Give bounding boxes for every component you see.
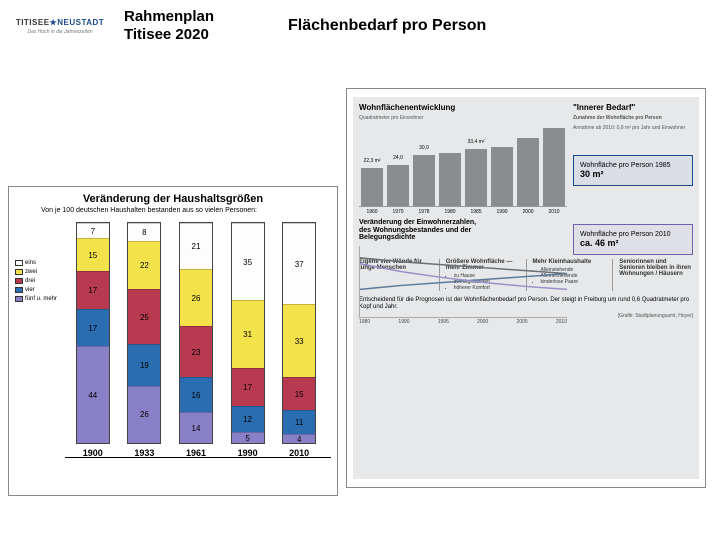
bar-segment: 26: [180, 269, 212, 326]
logo: TITISEE★NEUSTADT Das Hoch in die Jahresz…: [10, 6, 110, 46]
chart1-title: Veränderung der Haushaltsgrößen: [15, 193, 331, 205]
header-bar: TITISEE★NEUSTADT Das Hoch in die Jahresz…: [0, 0, 720, 52]
floorspace-panel: Wohnflächenentwicklung Quadratmeter pro …: [346, 88, 706, 488]
chart3-title: Veränderung der Einwohnerzahlen, des Woh…: [359, 219, 567, 242]
small-bar: 22,3 m²: [361, 168, 383, 206]
page-subtitle: Flächenbedarf pro Person: [288, 17, 486, 35]
bar-segment: 15: [283, 377, 315, 410]
bar-segment: 17: [77, 309, 109, 346]
small-bar: [439, 153, 461, 206]
annot-4: Seniorinnen und Senioren bleiben in ihre…: [619, 259, 693, 277]
bar-column: 2619252281933: [127, 222, 161, 458]
legend-item: eins: [15, 260, 65, 266]
logo-text-b: NEUSTADT: [57, 18, 104, 27]
bar-column: 5121731351990: [231, 222, 265, 458]
chart2-title: Wohnflächenentwicklung: [359, 103, 567, 112]
chart1-legend: eins zwei drei vier fünf u. mehr: [15, 218, 65, 458]
box-2010: Wohnfläche pro Person 2010 ca. 46 m²: [573, 224, 693, 255]
bar-segment: 31: [232, 300, 264, 368]
bar-column: 4417171571900: [76, 222, 110, 458]
chart2r-sub2: Annahme ab 2010: 0,6 m² pro Jahr und Ein…: [573, 125, 693, 131]
inner-demand-block: "Innerer Bedarf" Zunahme der Wohnfläche …: [573, 103, 693, 253]
small-bar: 30,0: [413, 155, 435, 206]
small-bar: 24,0: [387, 165, 409, 206]
content-area: Veränderung der Haushaltsgrößen Von je 1…: [0, 52, 720, 532]
bar-segment: 25: [128, 289, 160, 344]
floorspace-bars-block: Wohnflächenentwicklung Quadratmeter pro …: [359, 103, 567, 253]
bar-segment: 23: [180, 326, 212, 377]
chart2r-title: "Innerer Bedarf": [573, 103, 693, 112]
small-bar: [491, 147, 513, 207]
small-bar: [543, 128, 565, 206]
bar-column: 4111533372010: [282, 222, 316, 458]
bar-segment: 22: [128, 241, 160, 289]
bar-segment: 26: [128, 386, 160, 443]
bar-segment: 35: [232, 223, 264, 300]
small-bar: 33,4 m²: [465, 149, 487, 206]
bar-segment: 7: [77, 223, 109, 238]
bar-segment: 16: [180, 377, 212, 412]
bar-segment: 15: [77, 238, 109, 271]
bar-segment: 37: [283, 223, 315, 304]
page-title: Rahmenplan Titisee 2020: [124, 8, 214, 44]
chart2-sub: Quadratmeter pro Einwohner: [359, 115, 567, 121]
box-1995: Wohnfläche pro Person 1985 30 m²: [573, 155, 693, 186]
legend-item: vier: [15, 287, 65, 293]
bar-segment: 44: [77, 346, 109, 443]
legend-item: drei: [15, 278, 65, 284]
legend-item: zwei: [15, 269, 65, 275]
logo-text-a: TITISEE: [16, 18, 50, 27]
chart2r-sub: Zunahme der Wohnfläche pro Person: [573, 115, 693, 121]
bar-segment: 33: [283, 304, 315, 377]
title-line-1: Rahmenplan: [124, 8, 214, 26]
logo-subtext: Das Hoch in die Jahreszeiten: [27, 29, 92, 35]
bar-segment: 4: [283, 434, 315, 443]
bar-segment: 19: [128, 344, 160, 386]
chart1-bars: 4417171571900261925228193314162326211961…: [65, 218, 331, 458]
bar-segment: 14: [180, 412, 212, 443]
bar-segment: 17: [232, 368, 264, 405]
bar-segment: 8: [128, 223, 160, 241]
bar-column: 14162326211961: [179, 222, 213, 458]
line-chart: [359, 246, 567, 318]
bar-segment: 12: [232, 406, 264, 432]
chart1-subtitle: Von je 100 deutschen Haushalten bestande…: [41, 207, 331, 214]
household-chart-panel: Veränderung der Haushaltsgrößen Von je 1…: [8, 186, 338, 496]
bar-segment: 17: [77, 271, 109, 308]
bar-segment: 11: [283, 410, 315, 434]
title-line-2: Titisee 2020: [124, 26, 214, 44]
bar-segment: 21: [180, 223, 212, 269]
legend-item: fünf u. mehr: [15, 296, 65, 302]
small-bar: [517, 138, 539, 206]
bar-segment: 5: [232, 432, 264, 443]
